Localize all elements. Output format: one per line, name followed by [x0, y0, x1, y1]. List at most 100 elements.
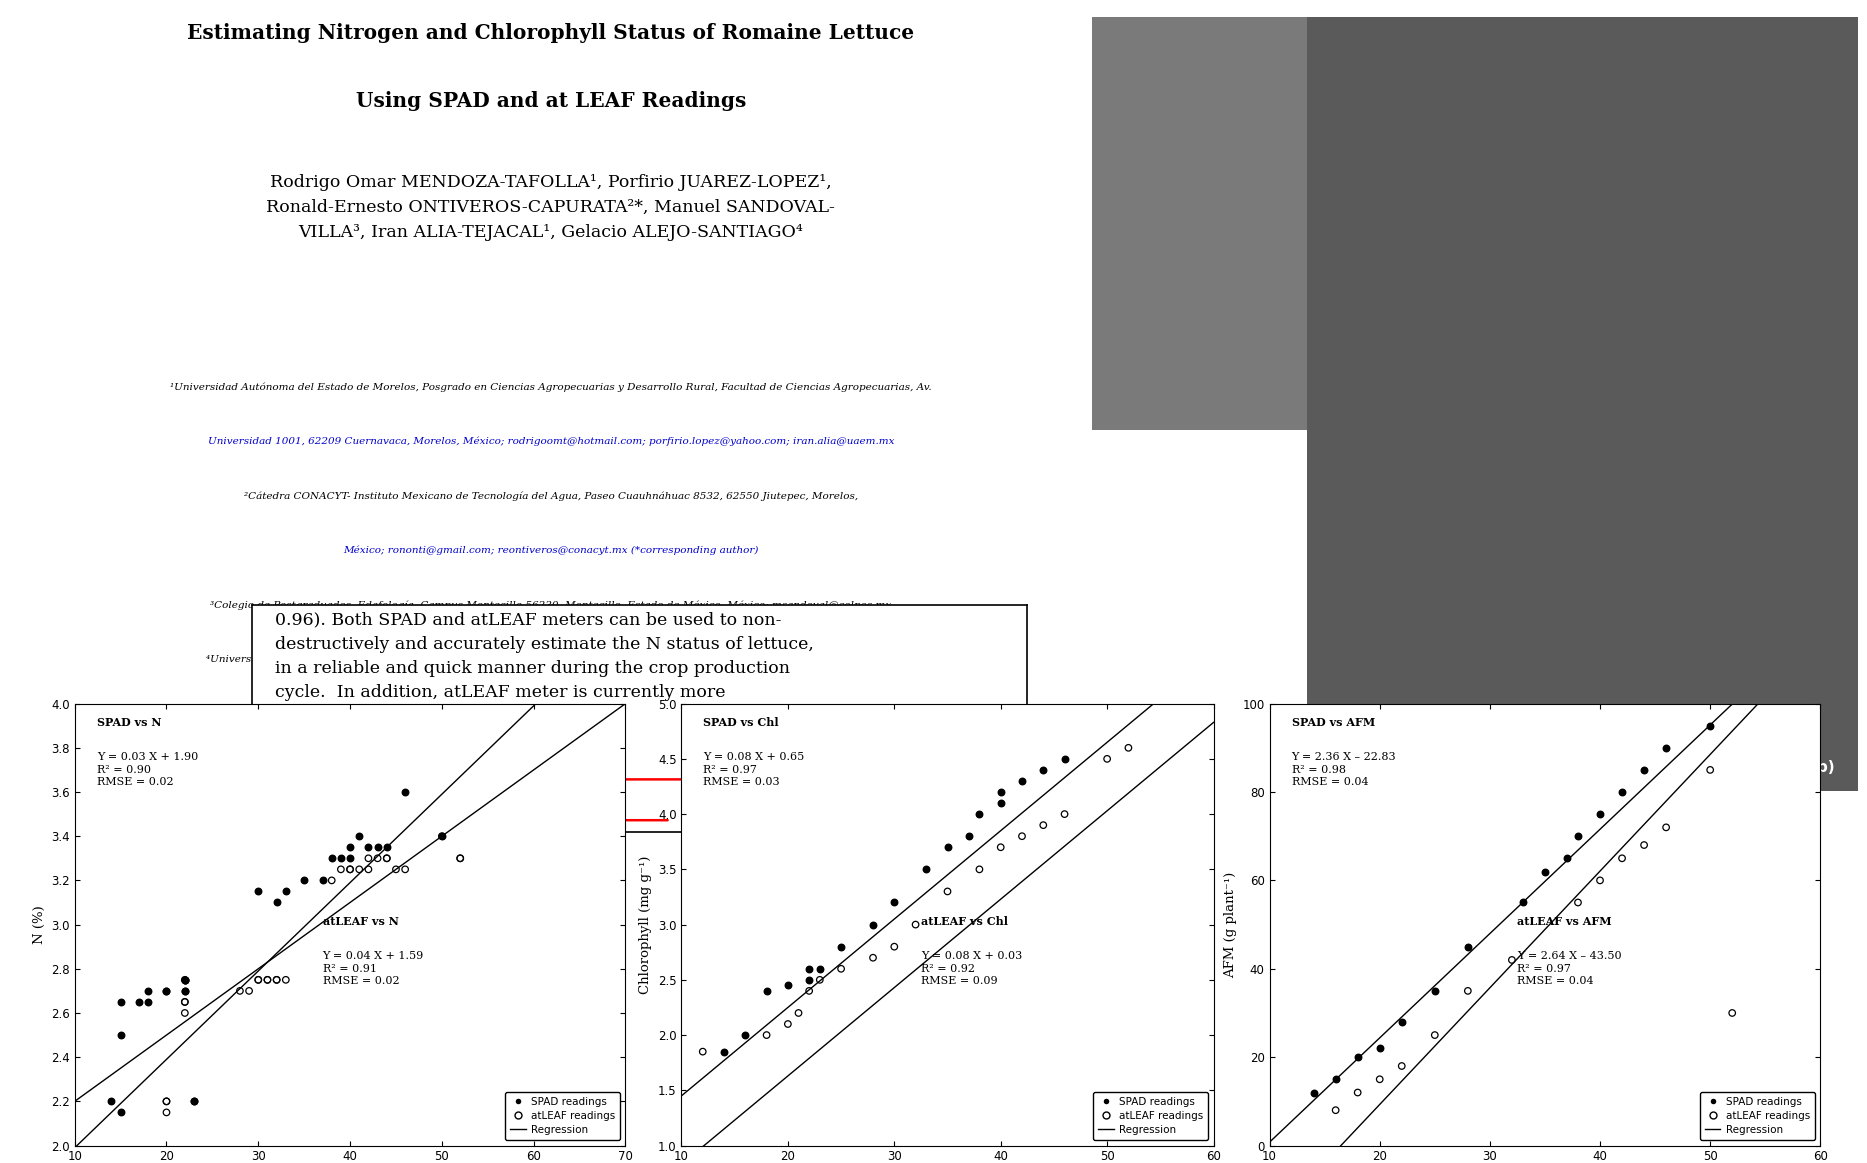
- atLEAF readings: [1718, 1004, 1748, 1022]
- Regression: [773, 1004, 795, 1018]
- SPAD readings: [271, 882, 301, 900]
- atLEAF readings: [151, 1103, 181, 1121]
- SPAD readings: [986, 783, 1016, 801]
- SPAD readings: [1006, 772, 1036, 791]
- SPAD readings: [1342, 1048, 1372, 1066]
- SPAD readings: [805, 959, 835, 978]
- atLEAF readings: [252, 970, 282, 989]
- SPAD readings: [965, 805, 995, 823]
- atLEAF readings: [446, 849, 474, 868]
- Text: Estimating Nitrogen and Chlorophyll Status of Romaine Lettuce: Estimating Nitrogen and Chlorophyll Stat…: [187, 23, 915, 43]
- Regression: [586, 716, 609, 730]
- atLEAF readings: [1113, 739, 1143, 757]
- SPAD readings: [1607, 783, 1637, 801]
- SPAD readings: [336, 849, 366, 868]
- atLEAF readings: [327, 859, 357, 879]
- Legend: SPAD readings, atLEAF readings, Regression: SPAD readings, atLEAF readings, Regressi…: [1699, 1092, 1815, 1141]
- SPAD readings: [344, 827, 373, 846]
- atLEAF readings: [1630, 836, 1660, 855]
- Text: SPAD vs AFM: SPAD vs AFM: [1292, 716, 1374, 728]
- SPAD readings: [954, 827, 984, 846]
- atLEAF readings: [390, 859, 420, 879]
- SPAD readings: [289, 871, 319, 890]
- atLEAF readings: [900, 915, 930, 934]
- SPAD readings: [752, 982, 782, 1000]
- SPAD readings: [97, 1092, 127, 1111]
- Regression: [1809, 614, 1832, 628]
- atLEAF readings: [825, 959, 855, 978]
- Regression: [1365, 1035, 1387, 1049]
- Text: Y = 2.64 X – 43.50
R² = 0.97
RMSE = 0.04: Y = 2.64 X – 43.50 R² = 0.97 RMSE = 0.04: [1518, 951, 1622, 986]
- Regression: [347, 890, 370, 904]
- atLEAF readings: [1585, 871, 1615, 890]
- atLEAF readings: [353, 859, 383, 879]
- SPAD readings: [261, 893, 291, 912]
- atLEAF readings: [233, 982, 263, 1000]
- Regression: [1202, 647, 1225, 661]
- SPAD readings: [170, 970, 200, 989]
- Text: ⁴Universidad Autónoma de Nayarit, Unidad Académica de Agricultura, Carretera Tep: ⁴Universidad Autónoma de Nayarit, Unidad…: [205, 655, 896, 664]
- SPAD readings: [1365, 1039, 1395, 1057]
- SPAD readings: [243, 882, 273, 900]
- atLEAF readings: [261, 970, 291, 989]
- SPAD readings: [879, 893, 909, 912]
- atLEAF readings: [243, 970, 273, 989]
- Text: ²Cátedra CONACYT- Instituto Mexicano de Tecnología del Agua, Paseo Cuauhnáhuac 8: ²Cátedra CONACYT- Instituto Mexicano de …: [245, 491, 857, 501]
- SPAD readings: [308, 871, 338, 890]
- SPAD readings: [327, 849, 357, 868]
- SPAD readings: [1531, 862, 1561, 880]
- SPAD readings: [1585, 805, 1615, 823]
- atLEAF readings: [336, 859, 366, 879]
- SPAD readings: [1299, 1083, 1329, 1101]
- SPAD readings: [428, 827, 457, 846]
- SPAD readings: [179, 1092, 209, 1111]
- atLEAF readings: [1006, 827, 1036, 846]
- atLEAF readings: [151, 1092, 181, 1111]
- Legend: SPAD readings, atLEAF readings, Regression: SPAD readings, atLEAF readings, Regressi…: [1092, 1092, 1208, 1141]
- Text: México; rononti@gmail.com; reontiveros@conacyt.mx (*corresponding author): México; rononti@gmail.com; reontiveros@c…: [344, 545, 758, 555]
- atLEAF readings: [381, 859, 411, 879]
- SPAD readings: [1650, 739, 1680, 757]
- atLEAF readings: [252, 970, 282, 989]
- atLEAF readings: [1563, 893, 1593, 912]
- atLEAF readings: [1049, 805, 1079, 823]
- atLEAF readings: [446, 849, 474, 868]
- atLEAF readings: [372, 849, 401, 868]
- Regression: [1542, 866, 1565, 880]
- Regression: [392, 857, 414, 871]
- Text: ³Colegio de Postgraduados, Edafología, Campus Montecillo 56230, Montecillo, Esta: ³Colegio de Postgraduados, Edafología, C…: [211, 600, 891, 609]
- atLEAF readings: [934, 882, 963, 900]
- Text: Rodrigo Omar MENDOZA-TAFOLLA¹, Porfirio JUAREZ-LOPEZ¹,
Ronald-Ernesto ONTIVEROS-: Rodrigo Omar MENDOZA-TAFOLLA¹, Porfirio …: [267, 174, 835, 241]
- atLEAF readings: [336, 859, 366, 879]
- SPAD readings: [730, 1026, 760, 1044]
- SPAD readings: [179, 1092, 209, 1111]
- atLEAF readings: [243, 970, 273, 989]
- atLEAF readings: [344, 859, 373, 879]
- atLEAF readings: [784, 1004, 814, 1022]
- atLEAF readings: [1387, 1057, 1417, 1076]
- Y-axis label: N (%): N (%): [32, 905, 45, 944]
- Text: Y = 2.36 X – 22.83
R² = 0.98
RMSE = 0.04: Y = 2.36 X – 22.83 R² = 0.98 RMSE = 0.04: [1292, 752, 1397, 787]
- SPAD readings: [372, 837, 401, 856]
- SPAD readings: [825, 937, 855, 956]
- Regression: [793, 986, 816, 1000]
- Regression: [1387, 1014, 1410, 1028]
- Text: 0.96). Both SPAD and atLEAF meters can be used to non-
destructively and accurat: 0.96). Both SPAD and atLEAF meters can b…: [274, 612, 814, 726]
- SPAD readings: [1630, 761, 1660, 779]
- atLEAF readings: [362, 849, 392, 868]
- Text: Y = 0.08 X + 0.65
R² = 0.97
RMSE = 0.03: Y = 0.08 X + 0.65 R² = 0.97 RMSE = 0.03: [702, 752, 805, 787]
- atLEAF readings: [372, 849, 401, 868]
- Line: Regression: Regression: [1270, 621, 1820, 1142]
- SPAD readings: [133, 993, 162, 1012]
- Regression: [170, 1018, 192, 1032]
- atLEAF readings: [805, 970, 835, 989]
- SPAD readings: [151, 982, 181, 1000]
- SPAD readings: [1551, 849, 1581, 868]
- Regression: [614, 697, 637, 711]
- SPAD readings: [353, 837, 383, 856]
- SPAD readings: [773, 976, 803, 994]
- Regression: [1176, 669, 1199, 683]
- Text: ¹Universidad Autónoma del Estado de Morelos, Posgrado en Ciencias Agropecuarias : ¹Universidad Autónoma del Estado de More…: [170, 383, 932, 392]
- SPAD readings: [390, 783, 420, 801]
- Text: SPAD vs N: SPAD vs N: [97, 716, 161, 728]
